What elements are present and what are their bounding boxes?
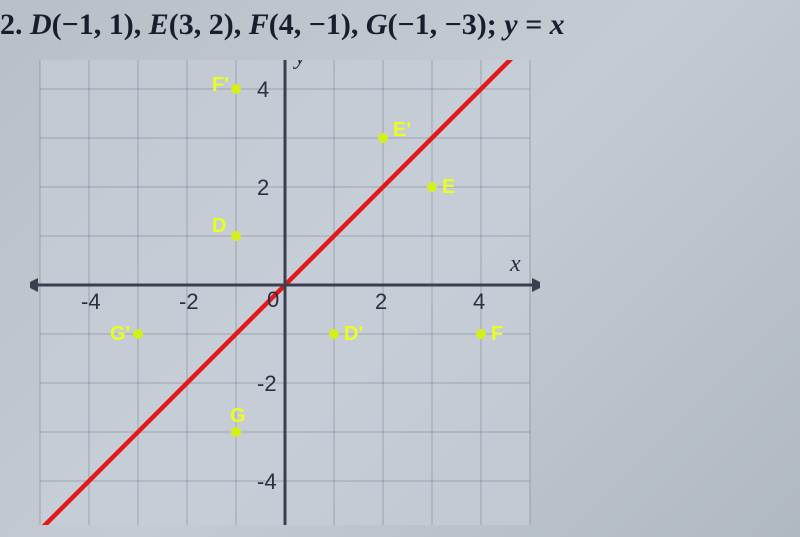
point-label: G bbox=[230, 405, 246, 427]
plot-point bbox=[231, 231, 241, 241]
question-text: 2. D(−1, 1), E(3, 2), F(4, −1), G(−1, −3… bbox=[0, 8, 565, 42]
arrowhead-icon bbox=[532, 278, 540, 292]
coordinate-graph: -4 -2 2 4 4 2 -2 -4 0 x y D E F G D' E' F' G' bbox=[30, 60, 540, 525]
y-tick-label: -2 bbox=[257, 371, 277, 396]
point-label: F bbox=[491, 323, 503, 345]
plot-point bbox=[476, 329, 486, 339]
x-tick-label: 4 bbox=[473, 289, 485, 314]
x-tick-label: -2 bbox=[179, 289, 199, 314]
arrowhead-icon bbox=[30, 278, 38, 292]
question-body: D(−1, 1), E(3, 2), F(4, −1), G(−1, −3); … bbox=[30, 8, 565, 41]
plot-point bbox=[329, 329, 339, 339]
point-label: E bbox=[442, 176, 455, 198]
point-label: E' bbox=[393, 119, 411, 141]
plot-point bbox=[231, 427, 241, 437]
graph-svg: -4 -2 2 4 4 2 -2 -4 0 x y D E F G D' E' F' G' bbox=[30, 60, 540, 525]
point-label: F' bbox=[212, 74, 229, 96]
y-axis-label: y bbox=[293, 60, 306, 70]
plot-point bbox=[231, 84, 241, 94]
x-tick-label: -4 bbox=[81, 289, 101, 314]
plot-point bbox=[133, 329, 143, 339]
y-tick-label: 4 bbox=[257, 77, 269, 102]
point-label: D' bbox=[344, 323, 363, 345]
y-tick-label: 2 bbox=[257, 175, 269, 200]
x-tick-label: 2 bbox=[375, 289, 387, 314]
plot-point bbox=[378, 133, 388, 143]
question-number: 2. bbox=[0, 8, 23, 41]
point-label: G' bbox=[110, 323, 130, 345]
point-label: D bbox=[212, 215, 226, 237]
x-axis-label: x bbox=[509, 251, 521, 277]
origin-label: 0 bbox=[267, 287, 279, 312]
y-tick-label: -4 bbox=[257, 469, 277, 494]
plot-point bbox=[427, 182, 437, 192]
